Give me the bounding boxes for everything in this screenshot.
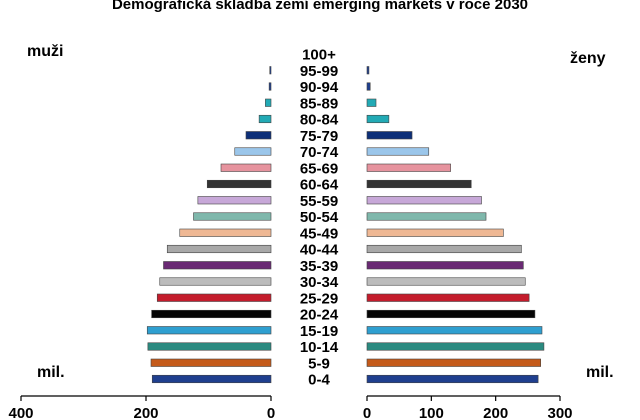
women-bar-90-94 — [366, 82, 371, 91]
age-label-10-14: 10-14 — [300, 339, 339, 356]
women-bar-15-19 — [366, 326, 543, 335]
men-bar-25-29 — [156, 293, 272, 302]
men-tick-label: 400 — [8, 405, 33, 420]
men-bar-90-94 — [268, 82, 272, 91]
men-bar-20-24 — [151, 309, 272, 319]
age-label-85-89: 85-89 — [300, 95, 338, 112]
women-bar-30-34 — [366, 277, 526, 286]
women-bar-35-39 — [366, 261, 524, 270]
men-bar-15-19 — [146, 326, 272, 335]
age-label-0-4: 0-4 — [308, 372, 330, 389]
men-bar-70-74 — [234, 147, 272, 156]
women-bar-65-69 — [366, 163, 451, 172]
men-tick-label: 0 — [267, 405, 275, 420]
age-label-95-99: 95-99 — [300, 63, 338, 80]
women-bar-75-79 — [366, 131, 413, 140]
women-bar-0-4 — [366, 374, 539, 384]
age-label-90-94: 90-94 — [300, 79, 339, 96]
women-bar-5-9 — [366, 358, 541, 367]
women-bar-25-29 — [366, 293, 530, 302]
age-label-65-69: 65-69 — [300, 160, 338, 177]
age-label-5-9: 5-9 — [308, 355, 330, 372]
age-label-35-39: 35-39 — [300, 258, 338, 275]
women-bar-10-14 — [366, 342, 545, 351]
women-bar-85-89 — [366, 98, 377, 107]
women-bar-55-59 — [366, 196, 482, 205]
men-bar-85-89 — [265, 98, 272, 107]
women-tick-label: 0 — [363, 405, 371, 420]
age-label-60-64: 60-64 — [300, 177, 339, 194]
women-bar-60-64 — [366, 179, 472, 189]
women-bar-80-84 — [366, 114, 390, 124]
age-label-40-44: 40-44 — [300, 242, 339, 259]
right-unit-label: mil. — [586, 364, 614, 381]
age-label-45-49: 45-49 — [300, 225, 338, 242]
women-bar-20-24 — [366, 309, 536, 319]
men-bar-35-39 — [163, 261, 272, 270]
men-bar-5-9 — [150, 358, 272, 367]
women-bar-45-49 — [366, 228, 504, 237]
chart-title: Demografická skladba zemí emerging marke… — [112, 0, 528, 13]
age-label-30-34: 30-34 — [300, 274, 339, 291]
age-label-100plus: 100+ — [302, 47, 336, 64]
men-bar-60-64 — [206, 179, 272, 189]
women-tick-label: 300 — [547, 405, 572, 420]
men-bar-0-4 — [151, 374, 272, 384]
women-x-axis: 0 100 200 300 — [363, 395, 573, 420]
women-bar-50-54 — [366, 212, 487, 221]
men-bar-50-54 — [193, 212, 272, 221]
women-series — [366, 66, 545, 384]
left-unit-label: mil. — [37, 364, 65, 381]
men-bar-45-49 — [179, 228, 272, 237]
men-bar-75-79 — [245, 131, 272, 140]
age-label-55-59: 55-59 — [300, 193, 338, 210]
men-bar-55-59 — [197, 196, 272, 205]
women-bar-95-99 — [366, 66, 370, 75]
men-tick-label: 200 — [133, 405, 158, 420]
men-bar-10-14 — [147, 342, 272, 351]
age-label-80-84: 80-84 — [300, 112, 339, 129]
men-bar-65-69 — [220, 163, 272, 172]
age-label-25-29: 25-29 — [300, 290, 338, 307]
age-label-75-79: 75-79 — [300, 128, 338, 145]
men-bar-30-34 — [159, 277, 272, 286]
men-bar-80-84 — [258, 114, 272, 124]
men-series — [146, 66, 272, 384]
age-label-50-54: 50-54 — [300, 209, 339, 226]
men-bar-95-99 — [269, 66, 272, 75]
men-x-axis: 400 200 0 — [8, 395, 275, 420]
women-tick-label: 100 — [419, 405, 444, 420]
age-group-labels: 100+95-9990-9485-8980-8475-7970-7465-696… — [300, 47, 339, 389]
men-bar-40-44 — [166, 244, 272, 254]
age-label-15-19: 15-19 — [300, 323, 338, 340]
women-bar-40-44 — [366, 244, 522, 254]
age-label-70-74: 70-74 — [300, 144, 339, 161]
women-tick-label: 200 — [483, 405, 508, 420]
age-label-20-24: 20-24 — [300, 307, 339, 324]
men-label: muži — [27, 43, 63, 60]
women-label: ženy — [570, 50, 606, 67]
women-bar-70-74 — [366, 147, 430, 156]
